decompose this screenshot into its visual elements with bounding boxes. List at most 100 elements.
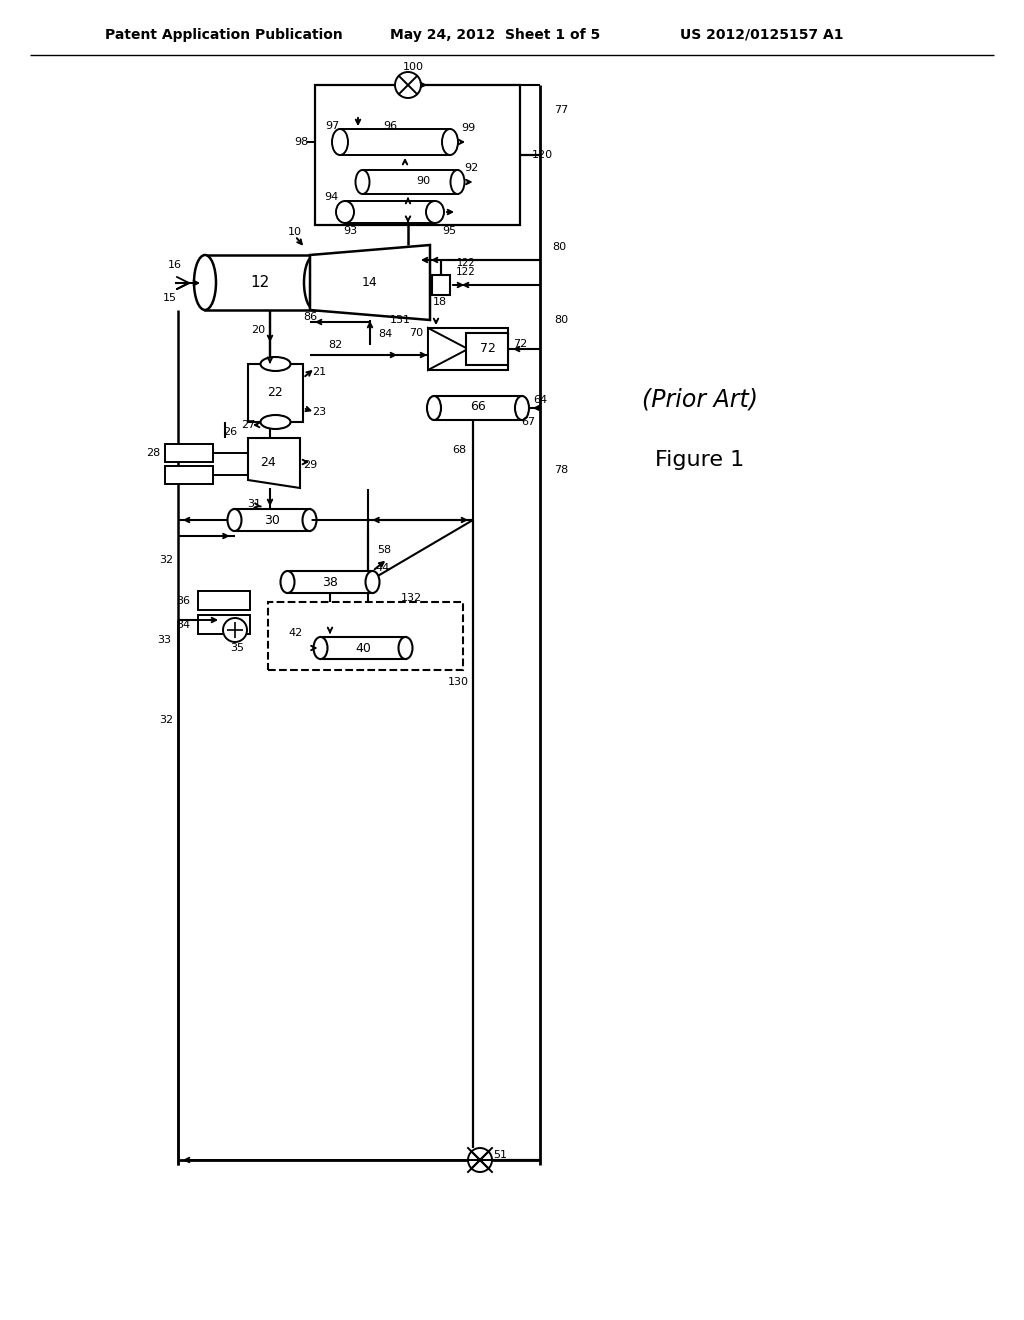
Bar	[198, 591, 250, 610]
Ellipse shape	[336, 201, 354, 223]
Text: 42: 42	[289, 628, 303, 638]
Text: 72: 72	[513, 339, 527, 348]
Text: Patent Application Publication: Patent Application Publication	[105, 28, 343, 42]
Text: 84: 84	[378, 329, 392, 339]
Text: 80: 80	[552, 242, 566, 252]
Text: 86: 86	[303, 312, 317, 322]
Bar	[248, 364, 303, 422]
Polygon shape	[248, 438, 300, 488]
Text: 130: 130	[447, 677, 469, 686]
Text: 23: 23	[312, 407, 326, 417]
Text: 77: 77	[554, 106, 568, 115]
Text: 38: 38	[323, 576, 338, 589]
Bar	[428, 327, 508, 370]
Bar	[288, 572, 373, 593]
Text: 12: 12	[251, 275, 269, 290]
Circle shape	[223, 618, 247, 642]
Text: 68: 68	[452, 445, 466, 455]
Text: 27: 27	[241, 420, 255, 430]
Text: 30: 30	[264, 513, 280, 527]
Ellipse shape	[427, 396, 441, 420]
Text: 15: 15	[163, 293, 177, 304]
Text: 64: 64	[532, 395, 547, 405]
Text: 24: 24	[260, 455, 275, 469]
Ellipse shape	[302, 510, 316, 531]
Text: 44: 44	[376, 564, 389, 573]
Text: 78: 78	[554, 465, 568, 475]
Bar	[165, 444, 213, 462]
Text: 31: 31	[247, 499, 261, 510]
Text: 92: 92	[464, 162, 478, 173]
Text: 14: 14	[362, 276, 378, 289]
Text: 93: 93	[343, 226, 357, 236]
Ellipse shape	[260, 414, 291, 429]
Ellipse shape	[313, 638, 328, 659]
Text: 96: 96	[383, 121, 397, 131]
Text: US 2012/0125157 A1: US 2012/0125157 A1	[680, 28, 844, 42]
Text: 20: 20	[251, 325, 265, 335]
Bar	[340, 129, 450, 154]
Text: 29: 29	[303, 459, 317, 470]
Ellipse shape	[355, 170, 370, 194]
Ellipse shape	[398, 638, 413, 659]
Polygon shape	[428, 327, 468, 370]
Bar	[362, 170, 458, 194]
Bar	[432, 275, 450, 294]
Text: 132: 132	[400, 593, 422, 603]
Text: 28: 28	[145, 447, 160, 458]
Text: 10: 10	[288, 227, 302, 238]
Text: 36: 36	[176, 597, 190, 606]
Text: 94: 94	[324, 191, 338, 202]
Text: 131: 131	[389, 315, 411, 325]
Text: 80: 80	[554, 315, 568, 325]
Ellipse shape	[332, 129, 348, 154]
Text: 35: 35	[230, 643, 244, 653]
Text: 66: 66	[470, 400, 485, 412]
Text: 21: 21	[312, 367, 326, 378]
Text: 120: 120	[532, 150, 553, 160]
Text: 122: 122	[457, 257, 475, 268]
Text: 97: 97	[325, 121, 339, 131]
Text: 16: 16	[168, 260, 182, 271]
Text: 34: 34	[176, 620, 190, 630]
Text: 51: 51	[493, 1150, 507, 1160]
Text: 90: 90	[416, 176, 430, 186]
Text: 95: 95	[442, 226, 456, 236]
Text: May 24, 2012  Sheet 1 of 5: May 24, 2012 Sheet 1 of 5	[390, 28, 600, 42]
Ellipse shape	[304, 255, 326, 310]
Text: 122: 122	[456, 267, 476, 277]
Bar	[198, 615, 250, 634]
Ellipse shape	[260, 356, 291, 371]
Text: 33: 33	[157, 635, 171, 645]
Bar	[321, 638, 406, 659]
Bar	[434, 396, 522, 420]
Text: (Prior Art): (Prior Art)	[642, 388, 758, 412]
Polygon shape	[310, 246, 430, 319]
Text: 18: 18	[433, 297, 447, 308]
Text: 98: 98	[294, 137, 308, 147]
Bar	[165, 466, 213, 484]
Text: 70: 70	[409, 327, 423, 338]
Bar	[234, 510, 309, 531]
Circle shape	[468, 1148, 492, 1172]
Text: 58: 58	[378, 545, 391, 554]
Circle shape	[395, 73, 421, 98]
Text: 40: 40	[355, 642, 371, 655]
Bar	[268, 602, 463, 671]
Ellipse shape	[442, 129, 458, 154]
Ellipse shape	[426, 201, 444, 223]
Bar	[315, 84, 520, 224]
Text: 32: 32	[159, 715, 173, 725]
Ellipse shape	[515, 396, 529, 420]
Ellipse shape	[451, 170, 465, 194]
Text: 99: 99	[461, 123, 475, 133]
Text: Figure 1: Figure 1	[655, 450, 744, 470]
Text: 22: 22	[267, 387, 284, 400]
Bar	[345, 201, 435, 223]
Ellipse shape	[366, 572, 380, 593]
Ellipse shape	[281, 572, 295, 593]
Text: 32: 32	[159, 554, 173, 565]
Ellipse shape	[194, 255, 216, 310]
Text: 72: 72	[480, 342, 496, 355]
Ellipse shape	[227, 510, 242, 531]
